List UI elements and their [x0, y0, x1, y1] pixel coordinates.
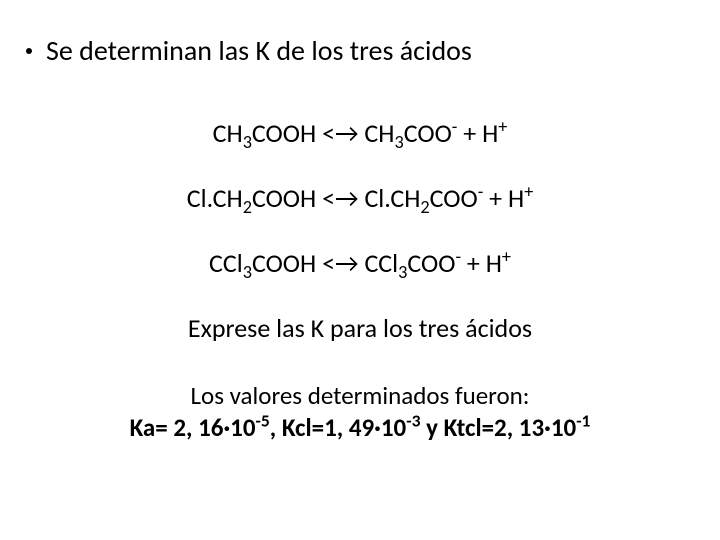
bullet-dot-icon: [26, 48, 32, 54]
ktcl-exp: -1: [576, 409, 590, 431]
eq3-sub2: 3: [398, 261, 407, 283]
ka-pre: Ka= 2, 16·10: [130, 412, 256, 443]
values-line: Ka= 2, 16·10-5, Kcl=1, 49·10-3 y Ktcl=2,…: [0, 412, 720, 443]
equation-1: CH3COOH <→ CH3COO- + H+: [0, 118, 720, 149]
equation-3: CCl3COOH <→ CCl3COO- + H+: [0, 248, 720, 279]
instruction-text: Exprese las K para los tres ácidos: [0, 313, 720, 344]
eq3-lhs: CCl: [209, 247, 243, 279]
eq1-mid1: COOH <→ CH: [252, 117, 395, 149]
eq2-lhs: Cl.CH: [187, 182, 243, 214]
kcl-exp: -3: [406, 409, 420, 431]
eq3-mid2: COO: [407, 247, 455, 279]
eq1-sub2: 3: [395, 131, 404, 153]
kcl-pre: , Kcl=1, 49·10: [270, 412, 406, 443]
eq2-sub2: 2: [420, 196, 429, 218]
eq2-plus: + H: [483, 182, 524, 214]
eq3-plus: + H: [461, 247, 502, 279]
eq2-mid2: COO: [430, 182, 478, 214]
eq2-sup2: +: [524, 180, 533, 202]
ka-exp: -5: [256, 409, 270, 431]
eq1-lhs: CH: [213, 117, 243, 149]
eq1-sup2: +: [498, 115, 507, 137]
eq3-mid1: COOH <→ CCl: [252, 247, 398, 279]
eq1-plus: + H: [457, 117, 498, 149]
eq2-mid1: COOH <→ Cl.CH: [252, 182, 420, 214]
eq3-sup2: +: [502, 245, 511, 267]
slide: Se determinan las K de los tres ácidos C…: [0, 0, 720, 540]
eq1-sub1: 3: [243, 131, 252, 153]
eq1-mid2: COO: [404, 117, 452, 149]
bullet-text: Se determinan las K de los tres ácidos: [46, 34, 472, 68]
equation-2: Cl.CH2COOH <→ Cl.CH2COO- + H+: [0, 183, 720, 214]
eq3-sub1: 3: [243, 261, 252, 283]
ktcl-pre: y Ktcl=2, 13·10: [420, 412, 576, 443]
eq2-sub1: 2: [243, 196, 252, 218]
values-intro: Los valores determinados fueron:: [0, 380, 720, 411]
bullet-item: Se determinan las K de los tres ácidos: [0, 34, 720, 68]
